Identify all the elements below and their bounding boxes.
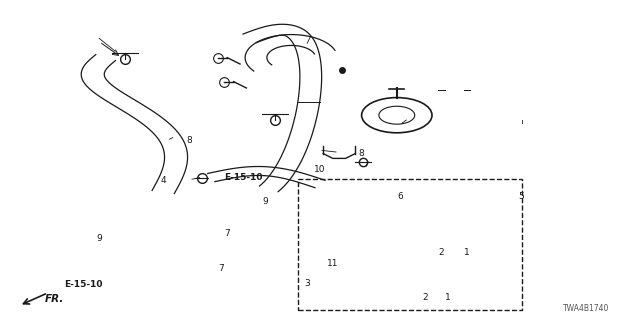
Text: 5: 5 xyxy=(519,192,524,201)
Text: 6: 6 xyxy=(397,192,403,201)
Text: 9: 9 xyxy=(263,197,268,206)
Text: 9: 9 xyxy=(97,234,102,243)
Text: 2: 2 xyxy=(423,293,428,302)
Text: 1: 1 xyxy=(445,293,451,302)
Text: 1: 1 xyxy=(465,248,470,257)
Text: 7: 7 xyxy=(225,229,230,238)
Text: 7: 7 xyxy=(218,264,223,273)
Text: 10: 10 xyxy=(314,165,326,174)
Text: E-15-10: E-15-10 xyxy=(224,173,262,182)
Text: 4: 4 xyxy=(161,176,166,185)
Text: 8: 8 xyxy=(186,136,191,145)
Text: 2: 2 xyxy=(439,248,444,257)
Text: 3: 3 xyxy=(305,279,310,288)
Text: 11: 11 xyxy=(327,260,339,268)
Text: E-15-10: E-15-10 xyxy=(64,280,102,289)
Text: 8: 8 xyxy=(359,149,364,158)
Text: FR.: FR. xyxy=(45,294,64,304)
Text: TWA4B1740: TWA4B1740 xyxy=(563,304,609,313)
Bar xyxy=(298,179,522,310)
